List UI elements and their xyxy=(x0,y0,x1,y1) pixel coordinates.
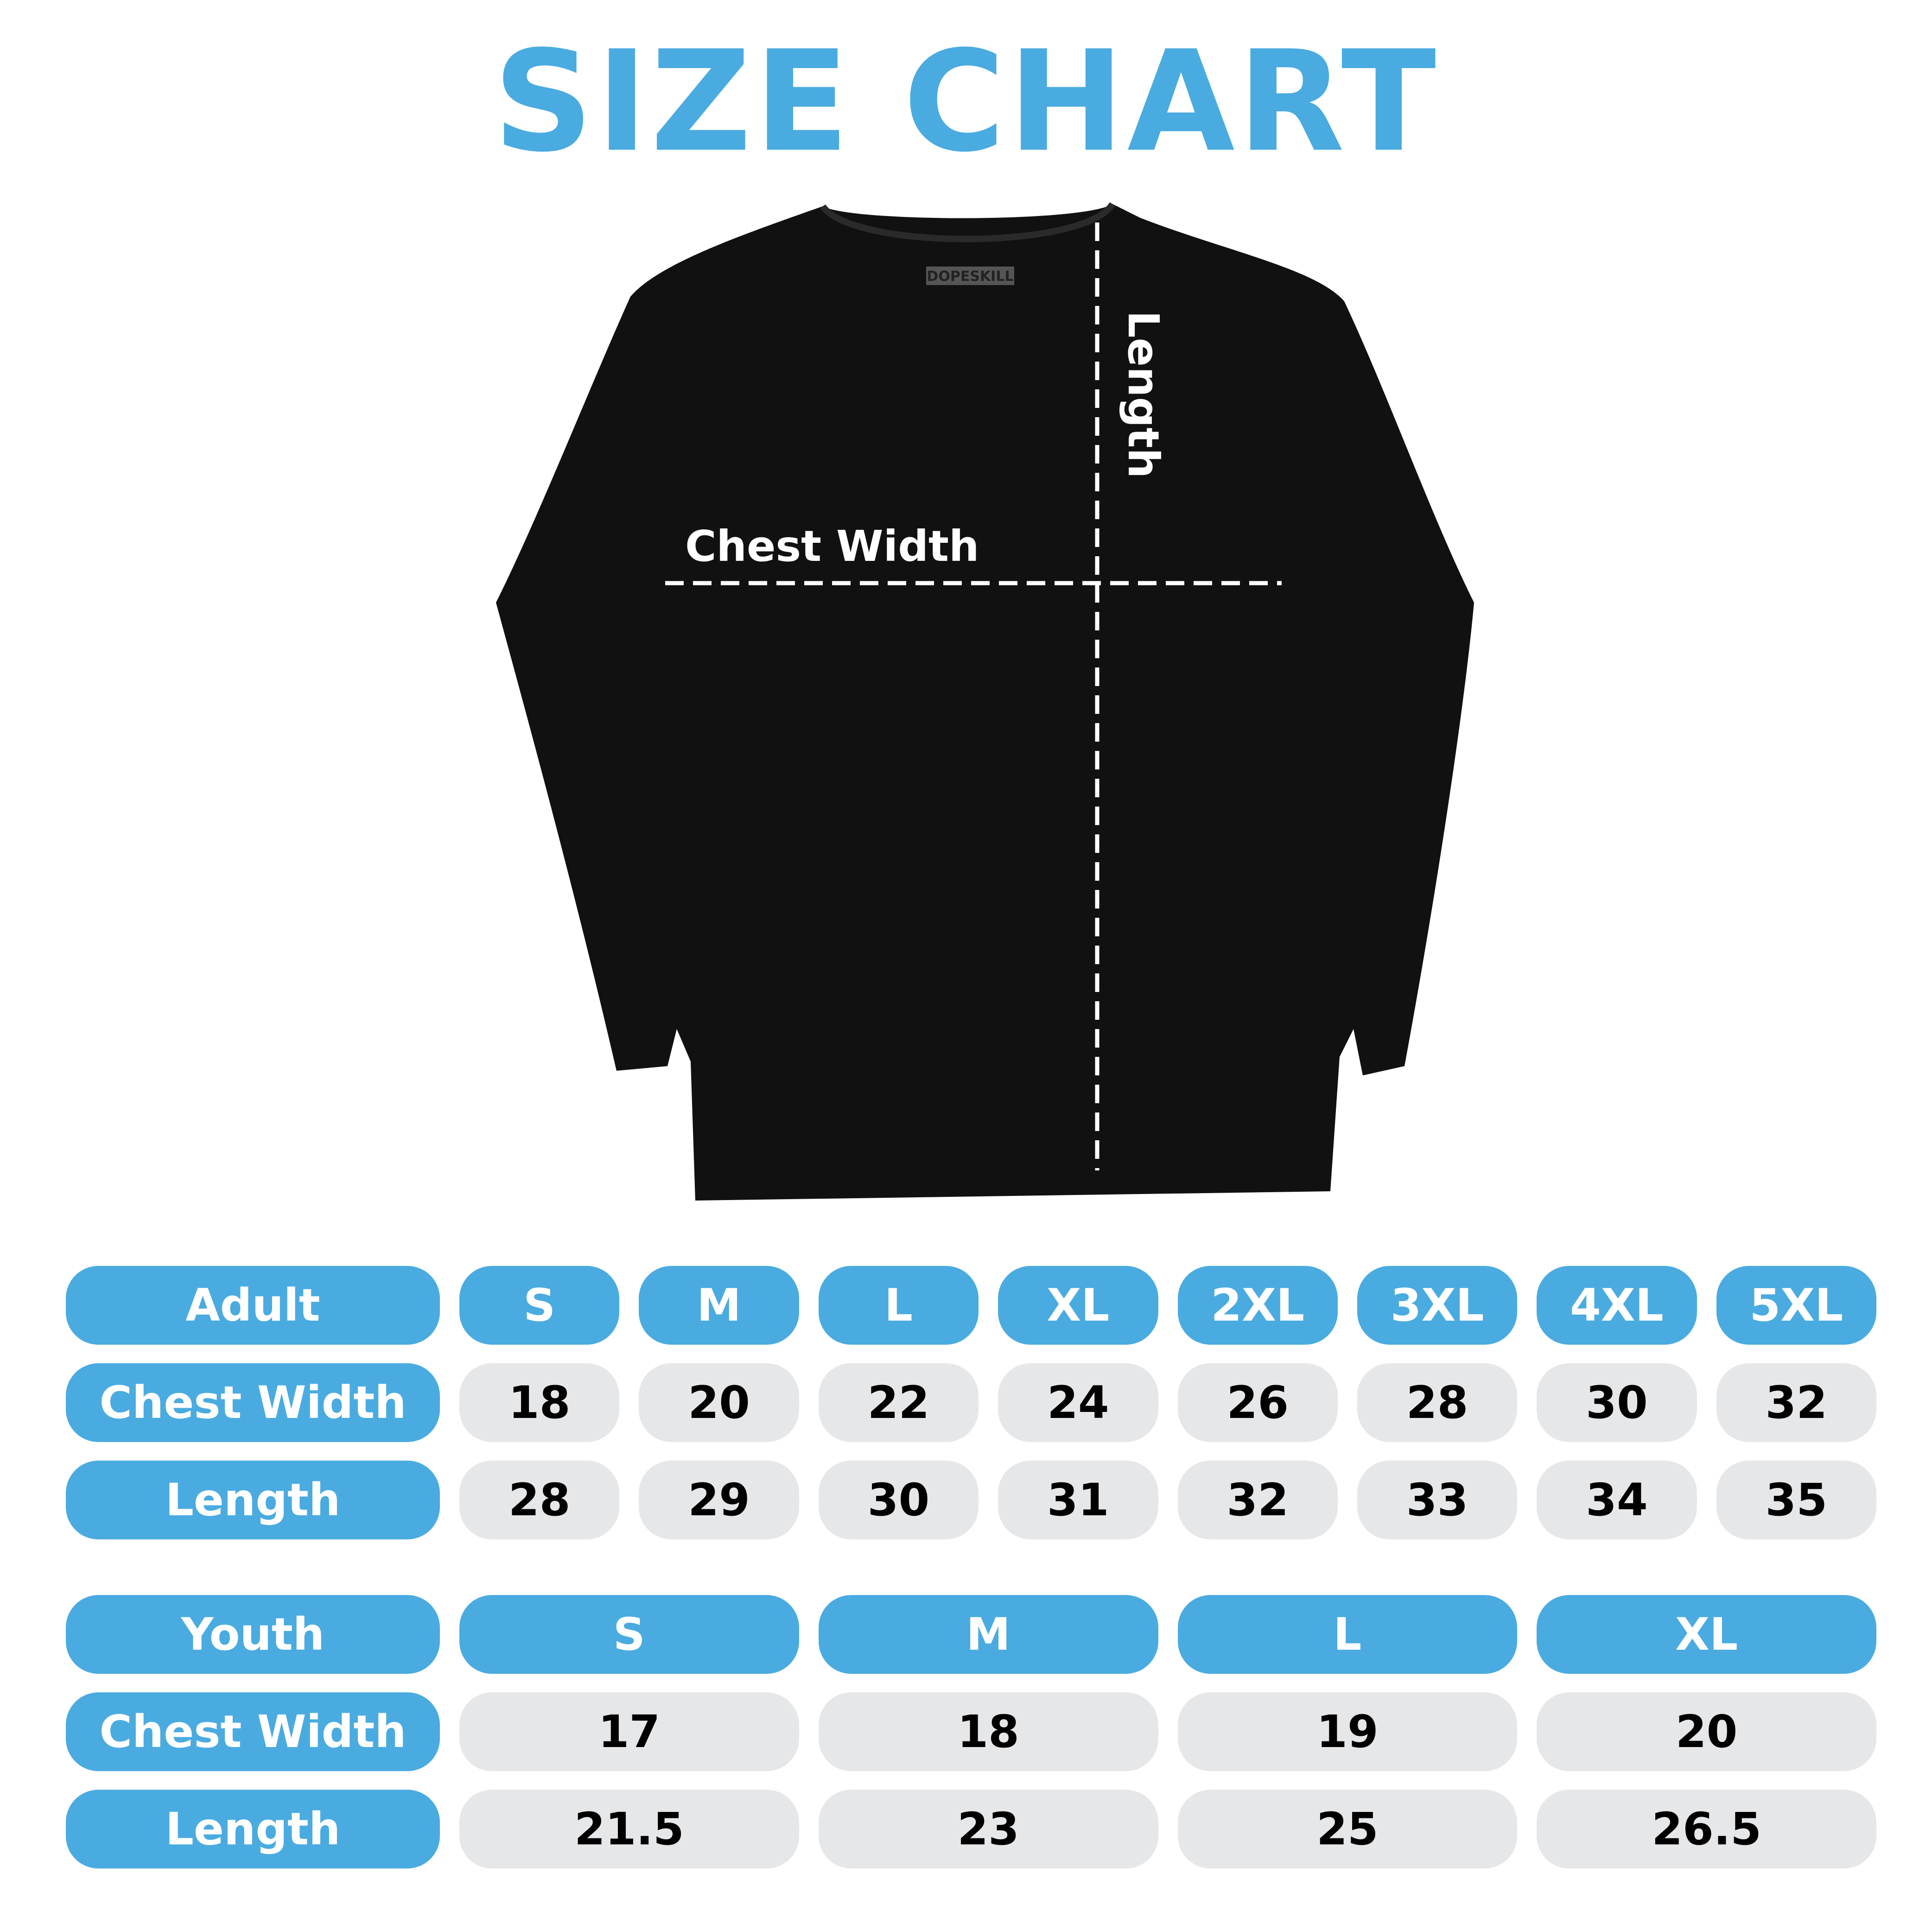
adult-size-m: M xyxy=(639,1266,799,1345)
adult-cell: 35 xyxy=(1716,1461,1876,1539)
adult-header-label: Adult xyxy=(66,1266,440,1345)
youth-size-l: L xyxy=(1177,1595,1518,1674)
youth-cell: 17 xyxy=(459,1692,799,1771)
brand-tag-text: DOPESKILL xyxy=(927,268,1013,285)
page-title: SIZE CHART xyxy=(493,21,1439,183)
youth-cell: 21.5 xyxy=(459,1790,799,1868)
adult-size-4xl: 4XL xyxy=(1537,1266,1697,1345)
youth-row-label: Chest Width xyxy=(66,1692,440,1771)
youth-cell: 20 xyxy=(1537,1692,1876,1771)
adult-cell: 34 xyxy=(1537,1461,1697,1539)
adult-cell: 30 xyxy=(818,1461,979,1539)
adult-cell: 26 xyxy=(1177,1363,1338,1442)
youth-cell: 25 xyxy=(1177,1790,1518,1868)
adult-cell: 28 xyxy=(459,1461,620,1539)
adult-cell: 30 xyxy=(1537,1363,1697,1442)
chest-width-label: Chest Width xyxy=(685,521,979,571)
youth-size-m: M xyxy=(818,1595,1158,1674)
collar xyxy=(820,202,1115,242)
youth-header-label: Youth xyxy=(66,1595,440,1674)
youth-cell: 26.5 xyxy=(1537,1790,1876,1868)
adult-size-l: L xyxy=(818,1266,979,1345)
adult-cell: 24 xyxy=(998,1363,1158,1442)
youth-cell: 18 xyxy=(818,1692,1158,1771)
youth-cell: 19 xyxy=(1177,1692,1518,1771)
long-sleeve-shirt-image: DOPESKILL xyxy=(496,202,1474,1201)
youth-cell: 23 xyxy=(818,1790,1158,1868)
length-label: Length xyxy=(1119,311,1168,478)
adult-cell: 18 xyxy=(459,1363,620,1442)
adult-size-table: Adult S M L XL 2XL 3XL 4XL 5XL Chest Wid… xyxy=(66,1266,1876,1539)
youth-size-s: S xyxy=(459,1595,799,1674)
adult-cell: 32 xyxy=(1177,1461,1338,1539)
brand-tag xyxy=(926,267,1014,285)
adult-size-3xl: 3XL xyxy=(1357,1266,1518,1345)
adult-cell: 29 xyxy=(639,1461,799,1539)
adult-cell: 33 xyxy=(1357,1461,1518,1539)
adult-size-xl: XL xyxy=(998,1266,1158,1345)
adult-cell: 22 xyxy=(818,1363,979,1442)
youth-size-table: Youth S M L XL Chest Width 17 18 19 20 L… xyxy=(66,1595,1876,1868)
adult-cell: 32 xyxy=(1716,1363,1876,1442)
shirt-body xyxy=(496,204,1474,1201)
adult-cell: 20 xyxy=(639,1363,799,1442)
adult-cell: 28 xyxy=(1357,1363,1518,1442)
adult-row-label: Chest Width xyxy=(66,1363,440,1442)
adult-size-s: S xyxy=(459,1266,620,1345)
adult-cell: 31 xyxy=(998,1461,1158,1539)
youth-row-label: Length xyxy=(66,1790,440,1868)
adult-row-label: Length xyxy=(66,1461,440,1539)
youth-size-xl: XL xyxy=(1537,1595,1876,1674)
adult-size-2xl: 2XL xyxy=(1177,1266,1338,1345)
adult-size-5xl: 5XL xyxy=(1716,1266,1876,1345)
